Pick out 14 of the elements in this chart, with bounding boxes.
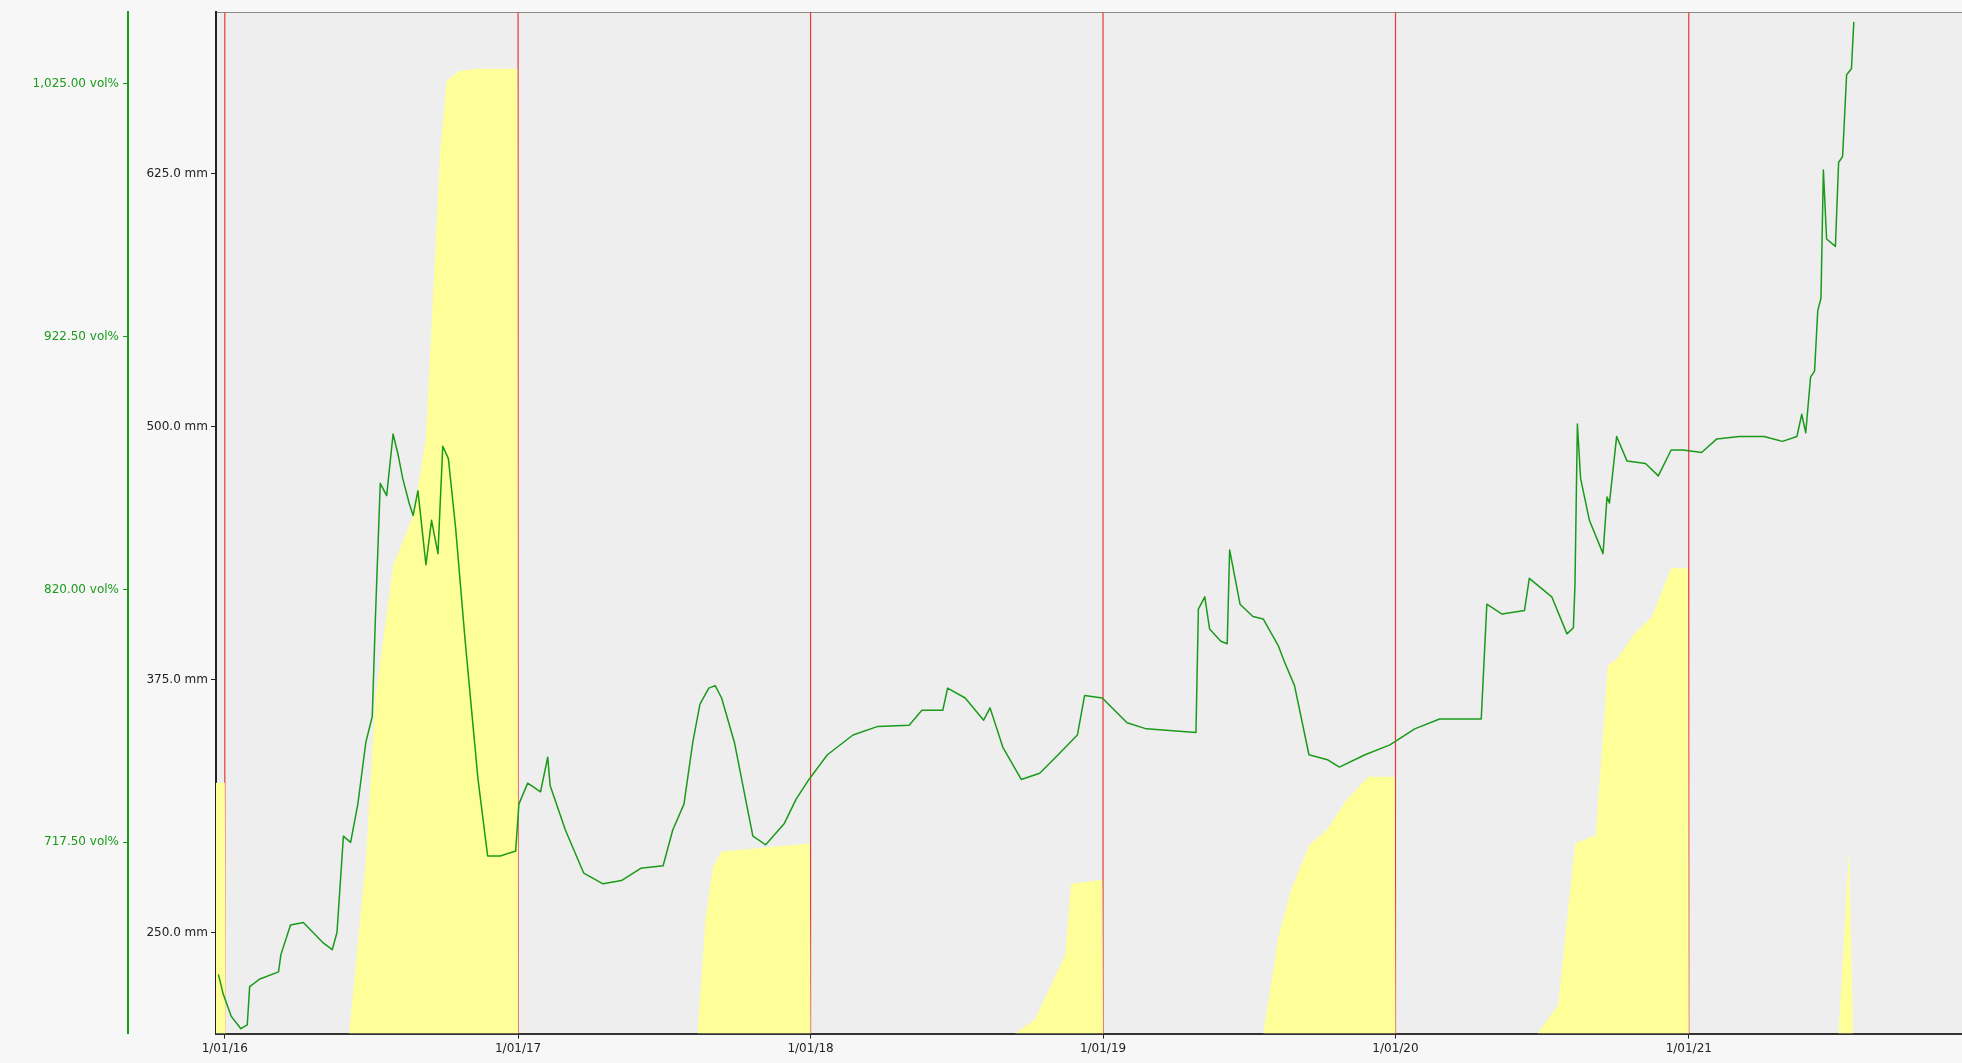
y2-tick-label: 375.0 mm: [146, 671, 208, 686]
y2-tick-label: 500.0 mm: [146, 418, 208, 433]
x-tick-label: 1/01/21: [1665, 1040, 1712, 1055]
y-tick-label: 922.50 vol%: [44, 328, 119, 343]
y-tick-label: 1,025.00 vol%: [32, 75, 119, 90]
y2-tick-label: 250.0 mm: [146, 924, 208, 939]
x-tick-label: 1/01/20: [1372, 1040, 1419, 1055]
y-tick-label: 717.50 vol%: [44, 834, 119, 849]
x-tick-label: 1/01/19: [1079, 1040, 1127, 1055]
x-tick-label: 1/01/18: [787, 1040, 834, 1055]
x-tick-label: 1/01/17: [494, 1040, 542, 1055]
x-tick-label: 1/01/16: [201, 1040, 248, 1055]
y-tick-label: 820.00 vol%: [44, 581, 119, 596]
y2-tick-label: 625.0 mm: [146, 165, 208, 180]
